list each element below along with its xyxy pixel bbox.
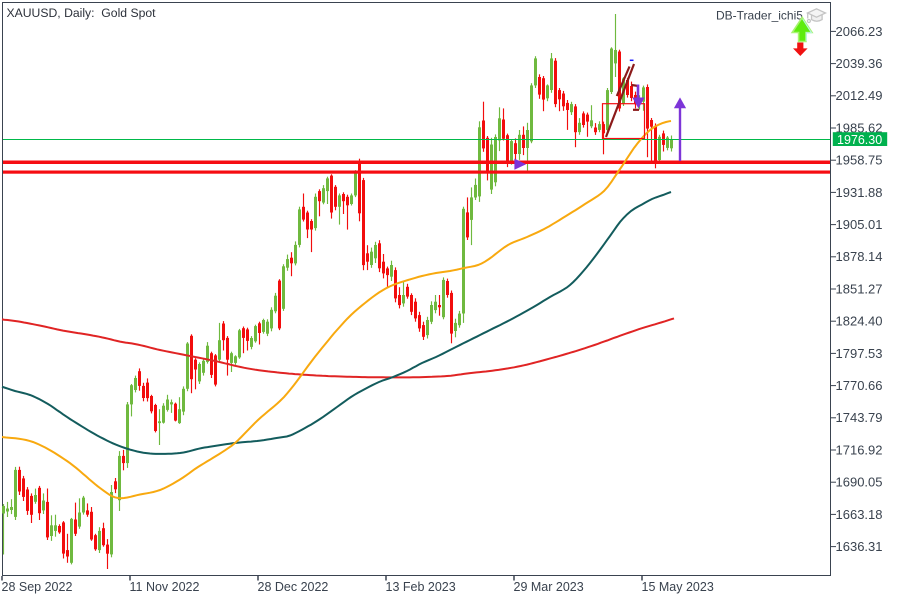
- svg-text:1931.88: 1931.88: [836, 185, 883, 200]
- svg-text:1797.53: 1797.53: [836, 346, 883, 361]
- svg-text:XAUUSD, Daily: Gold Spot: XAUUSD, Daily: Gold Spot: [7, 6, 157, 20]
- svg-text:2066.23: 2066.23: [836, 24, 883, 39]
- svg-text:1770.66: 1770.66: [836, 378, 883, 393]
- svg-text:1690.05: 1690.05: [836, 475, 883, 490]
- svg-text:29 Mar 2023: 29 Mar 2023: [514, 580, 584, 594]
- svg-text:28 Dec 2022: 28 Dec 2022: [258, 580, 329, 594]
- svg-text:1663.18: 1663.18: [836, 507, 883, 522]
- svg-text:15 May 2023: 15 May 2023: [642, 580, 714, 594]
- svg-text:1743.79: 1743.79: [836, 410, 883, 425]
- svg-text:1958.75: 1958.75: [836, 153, 883, 168]
- svg-text:1905.01: 1905.01: [836, 217, 883, 232]
- svg-text:2039.36: 2039.36: [836, 56, 883, 71]
- svg-text:1824.40: 1824.40: [836, 314, 883, 329]
- svg-text:13 Feb 2023: 13 Feb 2023: [386, 580, 456, 594]
- svg-text:1985.62: 1985.62: [836, 120, 883, 135]
- svg-text:1636.31: 1636.31: [836, 539, 883, 554]
- svg-text:1716.92: 1716.92: [836, 442, 883, 457]
- svg-text:28 Sep 2022: 28 Sep 2022: [2, 580, 73, 594]
- svg-text:2012.49: 2012.49: [836, 88, 883, 103]
- svg-text:1878.14: 1878.14: [836, 249, 883, 264]
- svg-text:1976.30: 1976.30: [837, 133, 882, 147]
- svg-text:1851.27: 1851.27: [836, 281, 883, 296]
- svg-text:DB-Trader_ichi5: DB-Trader_ichi5: [716, 9, 803, 23]
- svg-text:11 Nov 2022: 11 Nov 2022: [130, 580, 200, 594]
